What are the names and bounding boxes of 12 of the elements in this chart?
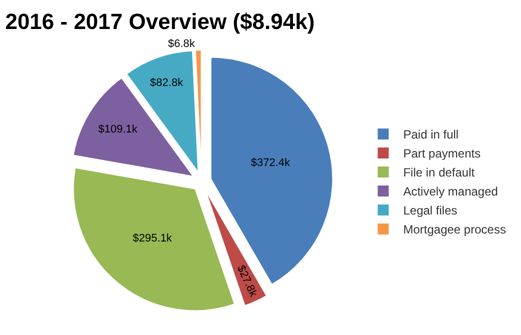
- legend-label: Actively managed: [403, 184, 498, 199]
- legend-label: Mortgagee process: [403, 222, 506, 237]
- data-label: $295.1k: [132, 232, 172, 245]
- data-label: $6.8k: [168, 38, 196, 50]
- legend-label: Paid in full: [403, 128, 459, 142]
- data-label: $109.1k: [98, 123, 138, 136]
- data-label: $82.8k: [150, 77, 184, 90]
- chart-title: 2016 - 2017 Overview ($8.94k): [5, 8, 315, 34]
- legend-label: Part payments: [403, 146, 481, 161]
- legend-label: File in default: [403, 166, 476, 180]
- data-label: $372.4k: [250, 156, 291, 169]
- legend-label: Legal files: [403, 204, 458, 218]
